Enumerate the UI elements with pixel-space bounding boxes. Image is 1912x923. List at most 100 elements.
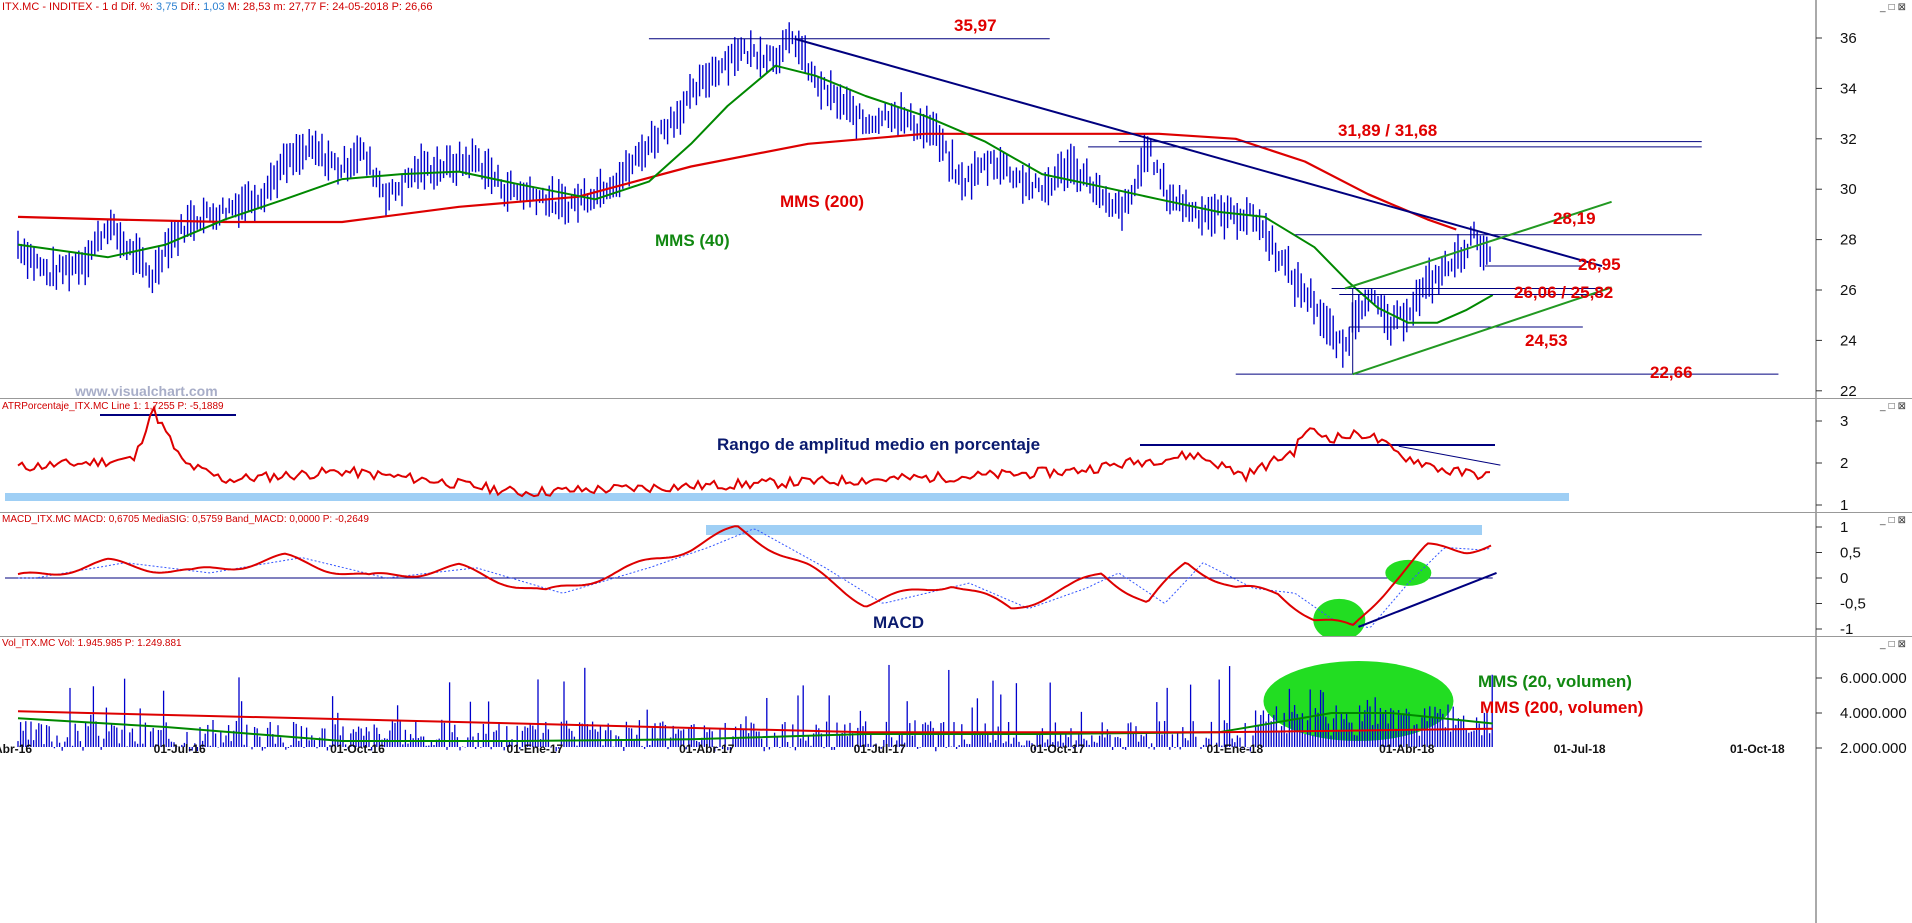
vol-header: Vol_ITX.MC Vol: 1.945.985 P: 1.249.881 <box>2 638 182 649</box>
vol-name: Vol_ITX.MC <box>2 638 56 649</box>
close-icon[interactable]: ⊠ <box>1897 2 1906 13</box>
atr-title: Rango de amplitud medio en porcentaje <box>717 435 1040 454</box>
atr-y-tick-label: 3 <box>1840 413 1848 430</box>
price-chart: 36 34 32 30 28 26 24 22 35,97 31,89 / 31,68 28,19 2… <box>17 0 1857 398</box>
price-y-tick-label: 24 <box>1840 332 1857 349</box>
x-tick-label: 01-Jul-16 <box>154 742 206 756</box>
macd-label: MACD <box>873 613 924 632</box>
macd-band <box>706 525 1482 535</box>
vol-panel: Vol_ITX.MC Vol: 1.945.985 P: 1.249.881 _… <box>0 636 1912 923</box>
dif-pct-label: Dif. %: <box>120 1 153 13</box>
macd-signal-value: MediaSIG: 0,5759 <box>142 514 223 525</box>
x-tick-label: 01-Oct-17 <box>1030 742 1085 756</box>
price-y-tick-label: 28 <box>1840 232 1857 249</box>
mms200-line <box>17 132 1457 231</box>
maximize-icon[interactable]: □ <box>1888 639 1895 650</box>
close-icon[interactable]: ⊠ <box>1897 639 1906 650</box>
macd-trend-line <box>1358 571 1497 628</box>
macd-panel: MACD_ITX.MC MACD: 0,6705 MediaSIG: 0,575… <box>0 512 1912 637</box>
vol-y-tick-label: 2.000.000 <box>1840 740 1907 757</box>
dif-label: Dif.: <box>180 1 201 13</box>
price-y-tick-label: 36 <box>1840 30 1857 47</box>
last-value: P: 26,66 <box>391 1 433 13</box>
level-label: 24,53 <box>1525 331 1568 350</box>
atr-panel: ATRPorcentaje_ITX.MC Line 1: 1,7255 P: -… <box>0 398 1912 513</box>
max-value: M: 28,53 <box>227 1 271 13</box>
volume-chart: 6.000.000 4.000.000 2.000.000 MMS (20, volu… <box>0 637 1907 923</box>
level-label: 35,97 <box>954 16 997 35</box>
x-tick-label: 01-Ene-17 <box>507 742 564 756</box>
minimize-icon[interactable]: _ <box>1880 2 1886 13</box>
level-label: 26,06 / 25,82 <box>1514 283 1613 302</box>
channel-lower-line <box>1352 286 1612 376</box>
x-tick-label: Abr-16 <box>0 742 32 756</box>
x-tick-label: 01-Jul-17 <box>854 742 906 756</box>
macd-highlight-cross <box>1385 559 1432 586</box>
macd-signal-line <box>18 528 1492 629</box>
atr-y-tick-label: 1 <box>1840 497 1848 513</box>
vol-mms200-label: MMS (200, volumen) <box>1480 698 1643 717</box>
macd-header: MACD_ITX.MC MACD: 0,6705 MediaSIG: 0,575… <box>2 514 369 525</box>
macd-window-buttons: _ □ ⊠ <box>1877 515 1906 526</box>
atr-line <box>17 404 1491 498</box>
atr-name: ATRPorcentaje_ITX.MC <box>2 401 109 412</box>
macd-y-tick-label: 0 <box>1840 570 1848 587</box>
macd-band-value: Band_MACD: 0,0000 <box>225 514 320 525</box>
price-y-tick-label: 34 <box>1840 80 1857 97</box>
minimize-icon[interactable]: _ <box>1880 401 1886 412</box>
vol-y-tick-label: 6.000.000 <box>1840 670 1907 687</box>
atr-p-value: P: -5,1889 <box>177 401 224 412</box>
symbol-label: ITX.MC - INDITEX - 1 d <box>2 1 118 13</box>
macd-y-tick-label: 1 <box>1840 519 1848 536</box>
close-icon[interactable]: ⊠ <box>1897 515 1906 526</box>
x-tick-label: 01-Oct-18 <box>1730 742 1785 756</box>
close-icon[interactable]: ⊠ <box>1897 401 1906 412</box>
maximize-icon[interactable]: □ <box>1888 2 1895 13</box>
dif: 1,03 <box>203 1 225 13</box>
price-window-buttons: _ □ ⊠ <box>1877 2 1906 13</box>
mms40-line <box>17 64 1494 324</box>
atr-line-value: Line 1: 1,7255 <box>111 401 175 412</box>
atr-window-buttons: _ □ ⊠ <box>1877 401 1906 412</box>
downtrend-line <box>794 37 1603 268</box>
watermark: www.visualchart.com <box>74 383 218 398</box>
mms40-label: MMS (40) <box>655 231 730 250</box>
dif-pct: 3,75 <box>156 1 178 13</box>
macd-name: MACD_ITX.MC <box>2 514 71 525</box>
mms200-label: MMS (200) <box>780 192 864 211</box>
x-tick-label: 01-Ene-18 <box>1206 742 1263 756</box>
macd-p-value: P: -0,2649 <box>322 514 369 525</box>
vol-p-value: P: 1.249.881 <box>124 638 182 649</box>
atr-chart: 3 2 1 Rango de amplitud medio en porcentaje <box>5 399 1848 513</box>
maximize-icon[interactable]: □ <box>1888 401 1895 412</box>
minimize-icon[interactable]: _ <box>1880 639 1886 650</box>
level-label: 31,89 / 31,68 <box>1338 121 1437 140</box>
x-tick-label: 01-Abr-17 <box>679 742 735 756</box>
macd-y-tick-label: -1 <box>1840 621 1853 637</box>
vol-value: Vol: 1.945.985 <box>58 638 123 649</box>
macd-highlight-low <box>1313 598 1366 637</box>
level-label: 28,19 <box>1553 209 1596 228</box>
x-tick-label: 01-Abr-18 <box>1379 742 1435 756</box>
minimize-icon[interactable]: _ <box>1880 515 1886 526</box>
macd-y-tick-label: 0,5 <box>1840 545 1861 562</box>
level-label: 22,66 <box>1650 363 1693 382</box>
vol-mms20-label: MMS (20, volumen) <box>1478 672 1632 691</box>
date-value: F: 24-05-2018 <box>319 1 389 13</box>
price-y-tick-label: 26 <box>1840 282 1857 299</box>
vol-mms200-line <box>17 710 1493 734</box>
maximize-icon[interactable]: □ <box>1888 515 1895 526</box>
macd-y-tick-label: -0,5 <box>1840 596 1866 613</box>
atr-header: ATRPorcentaje_ITX.MC Line 1: 1,7255 P: -… <box>2 401 224 412</box>
macd-line <box>17 525 1492 627</box>
macd-chart: 1 0,5 0 -0,5 -1 MACD <box>5 513 1866 637</box>
atr-trend-line <box>1398 445 1501 466</box>
vol-window-buttons: _ □ ⊠ <box>1877 639 1906 650</box>
atr-y-tick-label: 2 <box>1840 455 1848 472</box>
x-tick-label: 01-Oct-16 <box>330 742 385 756</box>
x-tick-label: 01-Jul-18 <box>1554 742 1606 756</box>
price-y-tick-label: 30 <box>1840 181 1857 198</box>
channel-upper-line <box>1344 200 1612 290</box>
price-y-tick-label: 32 <box>1840 131 1857 148</box>
vol-mms20-line <box>17 712 1493 742</box>
